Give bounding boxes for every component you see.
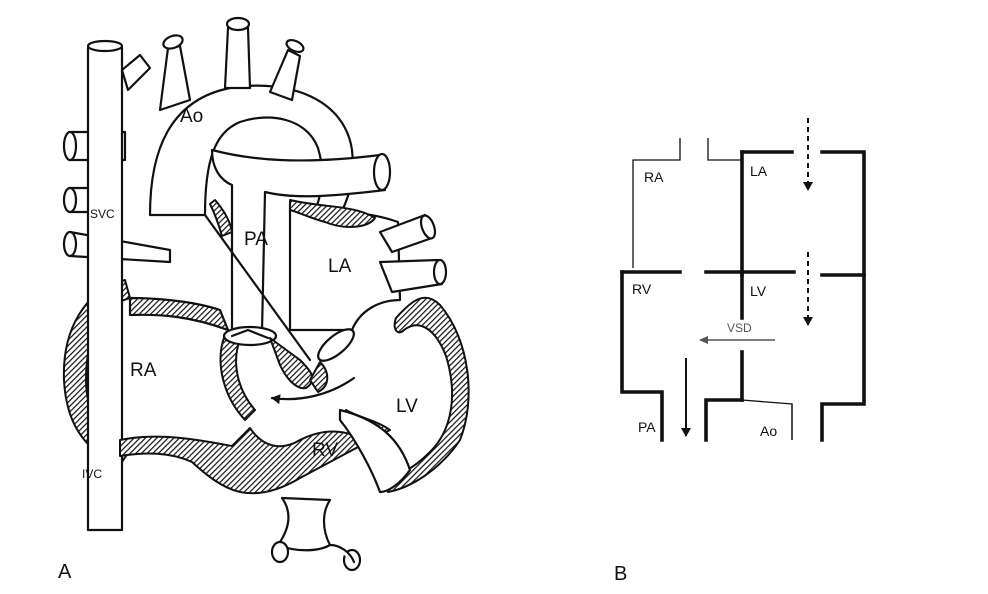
left-atrium xyxy=(288,199,448,332)
b-label-pa: PA xyxy=(638,419,656,435)
panel-b-schematic: RA LA RV LV VSD PA Ao B xyxy=(614,118,866,585)
label-ra: RA xyxy=(130,360,157,381)
pulmonary-artery xyxy=(209,148,392,334)
rv-wall xyxy=(620,270,664,442)
panel-label-b: B xyxy=(614,563,627,585)
b-label-ao: Ao xyxy=(760,423,777,439)
label-ao: Ao xyxy=(180,106,203,127)
b-label-ra: RA xyxy=(644,169,664,185)
ventricles xyxy=(119,296,470,572)
label-ivc: IVC xyxy=(82,467,102,481)
panel-label-a: A xyxy=(58,561,72,583)
ra-wall-thin xyxy=(632,138,681,268)
b-label-la: LA xyxy=(750,163,768,179)
aortic-arch xyxy=(148,16,354,232)
label-svc: SVC xyxy=(90,207,115,221)
label-lv: LV xyxy=(396,396,418,417)
ra-la-wall-thin xyxy=(707,138,742,161)
rv-outflow-wall xyxy=(704,398,744,442)
b-label-rv: RV xyxy=(632,281,652,297)
valves xyxy=(203,213,355,393)
label-pa: PA xyxy=(244,229,268,250)
lv-wall xyxy=(820,273,866,442)
vena-cava xyxy=(86,39,152,532)
label-la: LA xyxy=(328,256,352,277)
b-label-lv: LV xyxy=(750,283,767,299)
la-right-wall xyxy=(820,150,866,277)
shunt-flow-arrow xyxy=(270,376,356,405)
panel-a-anatomical-drawing: Ao SVC PA LA RA LV RV IVC A xyxy=(58,16,470,583)
b-label-vsd: VSD xyxy=(727,321,752,335)
label-rv: RV xyxy=(312,440,338,461)
